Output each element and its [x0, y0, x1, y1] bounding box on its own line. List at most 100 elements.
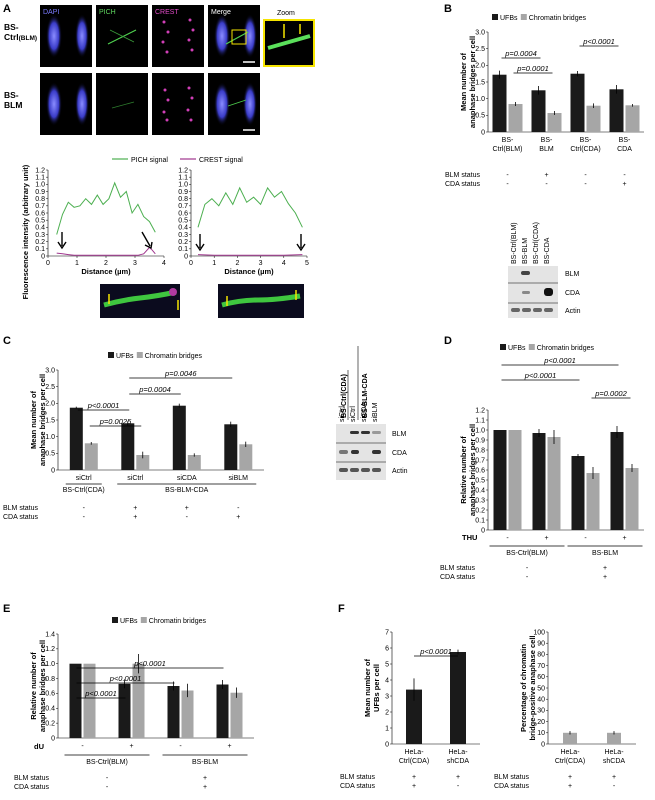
y-axis-label: Mean number ofanaphase bridges per cell [459, 36, 477, 128]
treatment-label: THU [462, 533, 477, 542]
status-value: - [106, 775, 109, 782]
y-tick-label: 0.8 [35, 196, 45, 203]
panel-letter-d: D [444, 335, 452, 347]
blot-band [522, 308, 531, 312]
dapi-blob [243, 14, 257, 58]
y-tick-label: 1.2 [178, 167, 188, 174]
line-chart-a-left: 00.10.20.30.40.50.60.70.80.91.01.11.2 0 1 2… [35, 167, 166, 276]
strip-crest [169, 288, 177, 296]
bar-chart-b: 0 0.5 1.0 1.5 2.0 2.5 3.0 BS-Ctrl(BLM) BS-BLM BS-… [445, 14, 644, 188]
series-line-crest [56, 246, 156, 256]
legend-swatch [140, 617, 147, 623]
category-label: BS-Ctrl(CDA) [570, 137, 600, 153]
y-tick-label: 0.8 [475, 447, 485, 454]
status-value: - [584, 181, 587, 188]
status-value: - [506, 172, 509, 179]
status-value: - [83, 514, 86, 521]
y-tick-label: 90 [537, 641, 545, 648]
y-tick-label: 1.0 [45, 434, 55, 441]
bar-ufbs [121, 423, 135, 470]
p-value-label: p=0.0046 [164, 369, 197, 378]
status-value: - [237, 505, 240, 512]
channel-label-crest: CREST [155, 9, 179, 16]
y-tick-label: 1.5 [45, 417, 55, 424]
legend-swatch [492, 14, 498, 20]
status-value: - [457, 783, 460, 790]
y-tick-label: 0 [184, 253, 188, 260]
status-value: + [568, 783, 572, 790]
legend-label-pich: PICH signal [131, 157, 168, 164]
legend-label: UFBs [116, 353, 134, 360]
category-label: - [179, 743, 182, 750]
bar-ufbs [492, 74, 507, 132]
y-tick-label: 0.1 [475, 517, 485, 524]
p-value-label: p<0.0001 [582, 37, 615, 46]
blot-b-label-blm: BLM [565, 271, 580, 278]
blot-band [372, 468, 381, 472]
y-axis-label: Mean number ofanaphase bridges per cell [29, 374, 47, 466]
y-tick-label: 0.6 [35, 210, 45, 217]
y-tick-label: 0.9 [178, 189, 188, 196]
series-line-pich [56, 181, 156, 235]
p-value-label: p=0.0001 [516, 64, 549, 73]
x-tick-label: 2 [104, 260, 108, 267]
panel-letter-c: C [3, 335, 11, 347]
line-chart-a-right: 00.10.20.30.40.50.60.70.80.91.01.11.2 0 1 2… [178, 167, 309, 276]
x-axis-label: Distance (µm) [81, 267, 131, 276]
y-tick-label: 0 [541, 741, 545, 748]
panel-letter-e: E [3, 603, 10, 615]
blot-band [339, 450, 348, 454]
blot-c-lane: siCtrl [339, 406, 346, 422]
micrograph-grid: DAPI PICH CREST Merge Zoom BS-Ctrl(BLM) … [4, 5, 315, 135]
group-label: BS-BLM [192, 759, 218, 766]
y-tick-label: 0.3 [178, 232, 188, 239]
status-value: + [203, 784, 207, 791]
p-value-label: p<0.0001 [87, 401, 120, 410]
x-tick-label: 1 [212, 260, 216, 267]
x-tick-label: 5 [305, 260, 309, 267]
p-value-label: p=0.0025 [99, 417, 132, 426]
status-row-label: BLM status [340, 774, 376, 781]
pich-thread [107, 29, 137, 45]
y-tick-label: 0.7 [35, 203, 45, 210]
y-tick-label: 0.4 [475, 487, 485, 494]
dapi-blob [214, 82, 230, 126]
y-tick-label: 0.7 [178, 203, 188, 210]
legend-label: UFBs [500, 15, 518, 22]
status-value: - [83, 505, 86, 512]
channel-label-merge: Merge [211, 9, 231, 16]
y-tick-label: 0.8 [178, 196, 188, 203]
y-tick-label: 0.6 [178, 210, 188, 217]
category-label: BS-CDA [617, 137, 632, 153]
status-row-label: CDA status [494, 783, 530, 790]
blot-c-group: BS-BLM-CDA [362, 373, 369, 418]
blot-band [533, 308, 542, 312]
bar-ufbs [216, 684, 229, 738]
status-value: + [133, 514, 137, 521]
category-label: HeLa-shCDA [603, 749, 626, 765]
y-tick-label: 3.0 [45, 367, 55, 374]
category-label: + [544, 535, 548, 542]
y-tick-label: 80 [537, 652, 545, 659]
zoom-region-box [231, 29, 247, 45]
y-tick-label: 2.0 [475, 63, 485, 70]
group-label: BS-BLM [592, 550, 618, 557]
western-blot-b: BLM CDA Actin BS-Ctrl(BLM) BS-BLM BS-Ctr… [508, 222, 581, 318]
p-value-label: p=0.0004 [504, 49, 537, 58]
y-tick-label: 0.1 [178, 246, 188, 253]
bar-chromatin-bridges [563, 732, 577, 744]
status-value: + [203, 775, 207, 782]
y-tick-label: 1.0 [45, 661, 55, 668]
y-tick-label: 1.0 [178, 182, 188, 189]
category-label: - [584, 535, 587, 542]
bar-ufbs [69, 407, 83, 470]
bar-ufbs [610, 432, 624, 530]
y-tick-label: 0.4 [45, 706, 55, 713]
category-label: HeLa-shCDA [447, 749, 470, 765]
category-label: siCtrl [76, 475, 92, 482]
blot-c-lane: siCtrl [350, 406, 357, 422]
category-label: siCtrl [127, 475, 143, 482]
bar-chromatin-bridges [132, 663, 145, 738]
status-value: + [185, 505, 189, 512]
blot-b-lane: BS-Ctrl(CDA) [533, 222, 540, 264]
